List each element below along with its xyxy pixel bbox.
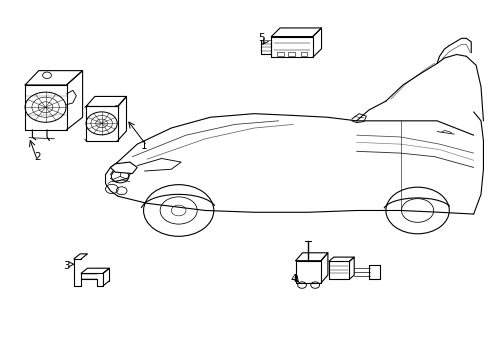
Text: 5: 5 [258,33,264,43]
Text: 2: 2 [34,152,41,162]
Polygon shape [110,162,137,174]
Text: 1: 1 [141,141,147,151]
Text: 3: 3 [63,261,70,271]
Text: 4: 4 [289,274,296,284]
